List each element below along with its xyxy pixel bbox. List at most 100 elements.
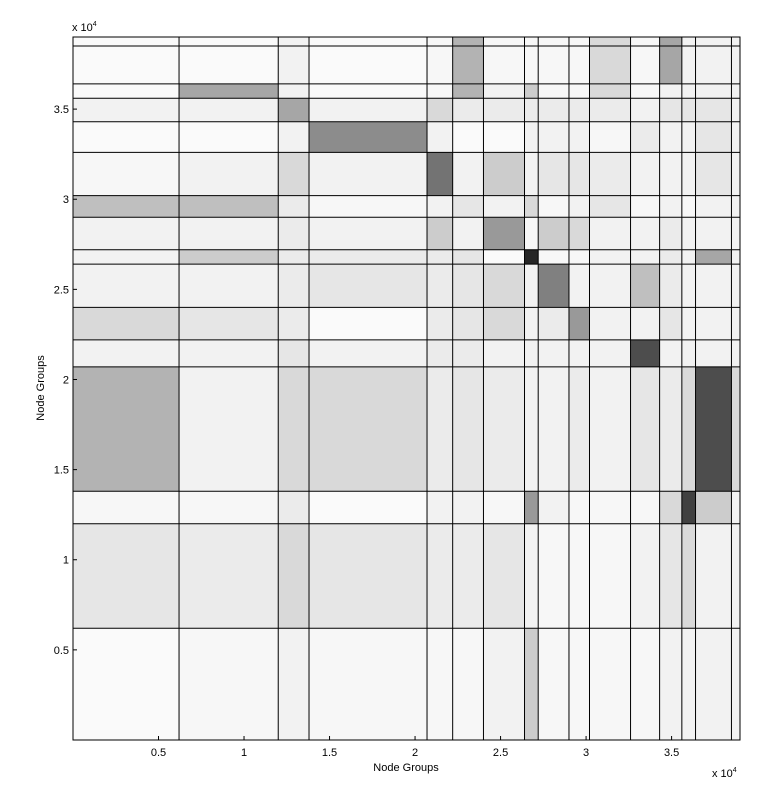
heatmap-cell [659, 523, 682, 629]
heatmap-cell [427, 339, 453, 367]
heatmap-cell [483, 37, 525, 47]
heatmap-cell [568, 491, 590, 524]
heatmap-cell [524, 628, 539, 740]
heatmap-cell [278, 121, 310, 153]
heatmap-cell [568, 249, 590, 265]
y-tick-label: 2 [63, 374, 69, 386]
heatmap-cell [179, 152, 279, 196]
heatmap-cell [630, 264, 660, 308]
heatmap-cell [483, 264, 525, 308]
heatmap-cell [452, 366, 484, 492]
heatmap-cell [278, 339, 310, 367]
heatmap-cell [179, 307, 279, 340]
heatmap-cell [452, 628, 484, 740]
heatmap-cell [731, 195, 740, 218]
y-axis-title: Node Groups [35, 355, 47, 421]
heatmap-cell [483, 83, 525, 99]
heatmap-cell [659, 249, 682, 265]
heatmap-cell [179, 121, 279, 153]
heatmap-cell [695, 307, 732, 340]
heatmap-cell [589, 83, 631, 99]
heatmap-cell [681, 628, 696, 740]
heatmap-cell [452, 98, 484, 122]
heatmap-cell [538, 523, 569, 629]
heatmap-cell [179, 83, 279, 99]
heatmap-cell [681, 264, 696, 308]
heatmap-cell [483, 195, 525, 218]
heatmap-cell [568, 366, 590, 492]
x-tick-label: 3.5 [664, 747, 679, 759]
heatmap-cell [681, 366, 696, 492]
heatmap-cell [309, 121, 428, 153]
heatmap-cell [630, 46, 660, 84]
heatmap-cell [309, 83, 428, 99]
heatmap-cell [278, 264, 310, 308]
heatmap-cell [278, 366, 310, 492]
heatmap-cell [681, 217, 696, 250]
heatmap-cell [73, 339, 180, 367]
heatmap-cell [483, 366, 525, 492]
heatmap-cell [659, 37, 682, 47]
heatmap-cell [73, 264, 180, 308]
heatmap-cell [731, 264, 740, 308]
heatmap-cell [452, 249, 484, 265]
heatmap-cell [427, 195, 453, 218]
heatmap-cell [659, 491, 682, 524]
heatmap-cell [309, 366, 428, 492]
heatmap-cell [309, 628, 428, 740]
heatmap-cell [278, 249, 310, 265]
heatmap-cell [538, 628, 569, 740]
y-axis-multiplier: x 10 [72, 22, 93, 34]
heatmap-cell [589, 307, 631, 340]
x-axis-exponent: 4 [733, 767, 737, 774]
x-axis-ticks: 0.5 1 1.5 2 2.5 3 3.5 [151, 736, 679, 759]
heatmap-cell [695, 83, 732, 99]
heatmap-cell [309, 491, 428, 524]
heatmap-cell [695, 249, 732, 265]
y-tick-label: 1.5 [54, 465, 69, 477]
heatmap-cell [309, 46, 428, 84]
heatmap-cell [73, 121, 180, 153]
heatmap-cell [278, 152, 310, 196]
heatmap-cell [630, 366, 660, 492]
x-axis-multiplier: x 10 [712, 768, 733, 780]
heatmap-cell [483, 121, 525, 153]
heatmap-cell [524, 217, 539, 250]
heatmap-cell [681, 491, 696, 524]
heatmap-cell [731, 307, 740, 340]
heatmap-cell [452, 217, 484, 250]
heatmap-cell [568, 339, 590, 367]
heatmap-cell [179, 366, 279, 492]
heatmap-cell [278, 491, 310, 524]
heatmap-cell [659, 339, 682, 367]
heatmap-cell [681, 339, 696, 367]
heatmap-cell [427, 249, 453, 265]
heatmap-cell [568, 37, 590, 47]
heatmap-cell [589, 195, 631, 218]
heatmap-cell [309, 37, 428, 47]
heatmap-cell [695, 37, 732, 47]
heatmap-cell [179, 98, 279, 122]
heatmap-cell [278, 523, 310, 629]
heatmap-cell [659, 366, 682, 492]
heatmap-cell [309, 339, 428, 367]
heatmap-cell [427, 152, 453, 196]
heatmap-cell [589, 217, 631, 250]
heatmap-cell [659, 195, 682, 218]
x-tick-label: 1.5 [322, 747, 337, 759]
heatmap-cell [731, 249, 740, 265]
heatmap-cell [659, 628, 682, 740]
heatmap-cell [427, 366, 453, 492]
heatmap-cell [524, 249, 539, 265]
heatmap-cell [452, 37, 484, 47]
x-tick-label: 3 [583, 747, 589, 759]
heatmap-cell [278, 307, 310, 340]
heatmap-cell [589, 152, 631, 196]
heatmap-cell [731, 628, 740, 740]
heatmap-cell [659, 83, 682, 99]
heatmap-cell [278, 98, 310, 122]
heatmap-cell [630, 307, 660, 340]
heatmap-cell [681, 121, 696, 153]
heatmap-cell [73, 217, 180, 250]
heatmap-cell [630, 121, 660, 153]
